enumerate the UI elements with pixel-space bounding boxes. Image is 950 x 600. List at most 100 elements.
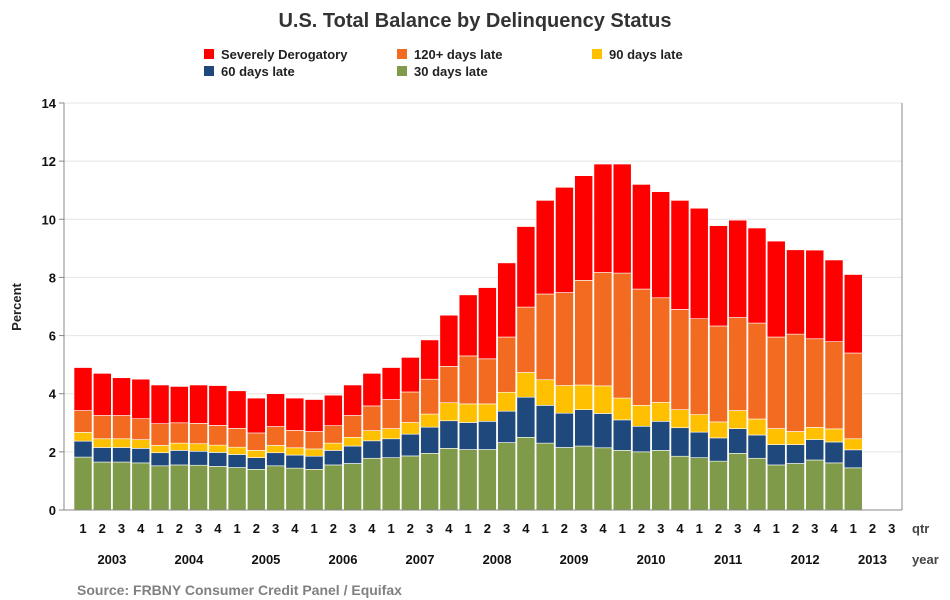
bar-segment-120-days-late bbox=[189, 423, 208, 445]
bar-segment-60-days-late bbox=[689, 431, 709, 458]
y-tick-label: 10 bbox=[42, 212, 56, 227]
bar-segment-120-days-late bbox=[73, 410, 93, 433]
bar-segment-90-days-late bbox=[728, 410, 748, 429]
bar-segment-severely-derogatory bbox=[786, 249, 805, 335]
bar-segment-30-days-late bbox=[805, 459, 825, 511]
bar-segment-30-days-late bbox=[497, 442, 516, 511]
y-tick-label: 0 bbox=[49, 503, 56, 518]
bar-segment-30-days-late bbox=[324, 464, 343, 511]
bar-segment-severely-derogatory bbox=[150, 384, 170, 424]
bar-segment-30-days-late bbox=[343, 463, 362, 511]
bar-segment-severely-derogatory bbox=[169, 386, 189, 424]
quarter-tick-label: 3 bbox=[118, 521, 125, 536]
bar-segment-60-days-late bbox=[535, 405, 555, 444]
quarter-tick-label: 1 bbox=[388, 521, 395, 536]
bar-segment-60-days-late bbox=[786, 444, 805, 464]
bar-segment-90-days-late bbox=[343, 437, 362, 447]
bar-segment-30-days-late bbox=[458, 449, 478, 511]
bar-segment-90-days-late bbox=[458, 403, 478, 423]
bar-segment-30-days-late bbox=[304, 468, 324, 511]
bar-segment-severely-derogatory bbox=[593, 163, 613, 273]
bar-segment-60-days-late bbox=[612, 419, 632, 451]
quarter-axis-label: qtr bbox=[912, 521, 929, 536]
bar-segment-120-days-late bbox=[304, 431, 324, 450]
bar-segment-120-days-late bbox=[285, 430, 305, 449]
year-tick-label: 2010 bbox=[637, 552, 666, 567]
quarter-tick-label: 2 bbox=[253, 521, 260, 536]
bar-segment-severely-derogatory bbox=[458, 294, 478, 357]
bar-segment-severely-derogatory bbox=[766, 240, 786, 338]
axes bbox=[59, 102, 903, 511]
bar-segment-30-days-late bbox=[670, 455, 690, 511]
bar-segment-60-days-late bbox=[304, 455, 324, 470]
bar-segment-severely-derogatory bbox=[189, 384, 208, 424]
bar-segment-90-days-late bbox=[247, 450, 266, 458]
bar-segment-60-days-late bbox=[112, 447, 131, 463]
bar-segment-severely-derogatory bbox=[497, 262, 516, 338]
bar-segment-90-days-late bbox=[189, 443, 208, 452]
bar-segment-30-days-late bbox=[786, 463, 805, 511]
bar-segment-60-days-late bbox=[651, 421, 671, 451]
bar-segment-30-days-late bbox=[401, 455, 420, 511]
year-tick-label: 2013 bbox=[858, 552, 887, 567]
bar-segment-30-days-late bbox=[478, 449, 497, 511]
quarter-tick-label: 1 bbox=[156, 521, 163, 536]
bar-segment-30-days-late bbox=[593, 447, 613, 511]
bar-segment-30-days-late bbox=[824, 462, 844, 511]
quarter-tick-label: 4 bbox=[753, 521, 761, 536]
bar-segment-120-days-late bbox=[420, 378, 439, 415]
bar-segment-120-days-late bbox=[266, 426, 285, 446]
bar-segment-120-days-late bbox=[728, 317, 748, 411]
bar-segment-30-days-late bbox=[420, 453, 439, 511]
bar-segment-60-days-late bbox=[766, 444, 786, 466]
bar-segment-90-days-late bbox=[651, 402, 671, 422]
quarter-tick-label: 2 bbox=[330, 521, 337, 536]
quarter-tick-label: 2 bbox=[561, 521, 568, 536]
bar-segment-90-days-late bbox=[227, 446, 247, 455]
bar-segment-30-days-late bbox=[247, 468, 266, 511]
bar-segment-60-days-late bbox=[247, 457, 266, 470]
bar-segment-30-days-late bbox=[381, 457, 401, 511]
bar-segment-30-days-late bbox=[612, 450, 632, 511]
year-tick-label: 2008 bbox=[483, 552, 512, 567]
quarter-tick-label: 1 bbox=[465, 521, 472, 536]
year-tick-label: 2006 bbox=[329, 552, 358, 567]
bar-segment-120-days-late bbox=[689, 318, 709, 415]
y-tick-label: 2 bbox=[49, 445, 56, 460]
bar-segment-60-days-late bbox=[285, 454, 305, 469]
quarter-tick-label: 3 bbox=[657, 521, 664, 536]
quarter-tick-label: 3 bbox=[272, 521, 279, 536]
bar-segment-120-days-late bbox=[786, 333, 805, 432]
bar-segment-severely-derogatory bbox=[439, 314, 459, 367]
bar-segment-60-days-late bbox=[420, 426, 439, 454]
bar-segment-severely-derogatory bbox=[304, 399, 324, 432]
bar-segment-60-days-late bbox=[670, 427, 690, 457]
bar-segment-120-days-late bbox=[535, 293, 555, 381]
quarter-tick-label: 4 bbox=[676, 521, 684, 536]
bar-segment-severely-derogatory bbox=[535, 200, 555, 295]
bar-segment-120-days-late bbox=[92, 415, 112, 440]
bar-segment-90-days-late bbox=[632, 405, 651, 427]
bar-segment-60-days-late bbox=[458, 422, 478, 450]
bar-segment-120-days-late bbox=[632, 288, 651, 406]
quarter-tick-label: 3 bbox=[580, 521, 587, 536]
quarter-tick-label: 4 bbox=[291, 521, 299, 536]
bar-segment-severely-derogatory bbox=[227, 390, 247, 429]
bar-segment-60-days-late bbox=[439, 420, 459, 449]
bar-segment-120-days-late bbox=[843, 352, 863, 440]
bar-segment-severely-derogatory bbox=[555, 187, 574, 293]
bar-segment-120-days-late bbox=[478, 358, 497, 405]
bar-segment-30-days-late bbox=[535, 442, 555, 511]
bar-segment-60-days-late bbox=[131, 448, 151, 464]
bar-segment-90-days-late bbox=[593, 385, 613, 414]
bar-segment-60-days-late bbox=[728, 428, 748, 454]
bar-segment-severely-derogatory bbox=[670, 200, 690, 310]
year-tick-label: 2007 bbox=[406, 552, 435, 567]
y-tick-label: 12 bbox=[42, 154, 56, 169]
legend-label: Severely Derogatory bbox=[221, 47, 348, 62]
bar-segment-30-days-late bbox=[285, 467, 305, 511]
y-tick-label: 4 bbox=[49, 387, 57, 402]
bar-segment-90-days-late bbox=[439, 402, 459, 422]
bar-segment-severely-derogatory bbox=[805, 249, 825, 340]
quarter-tick-label: 4 bbox=[214, 521, 222, 536]
